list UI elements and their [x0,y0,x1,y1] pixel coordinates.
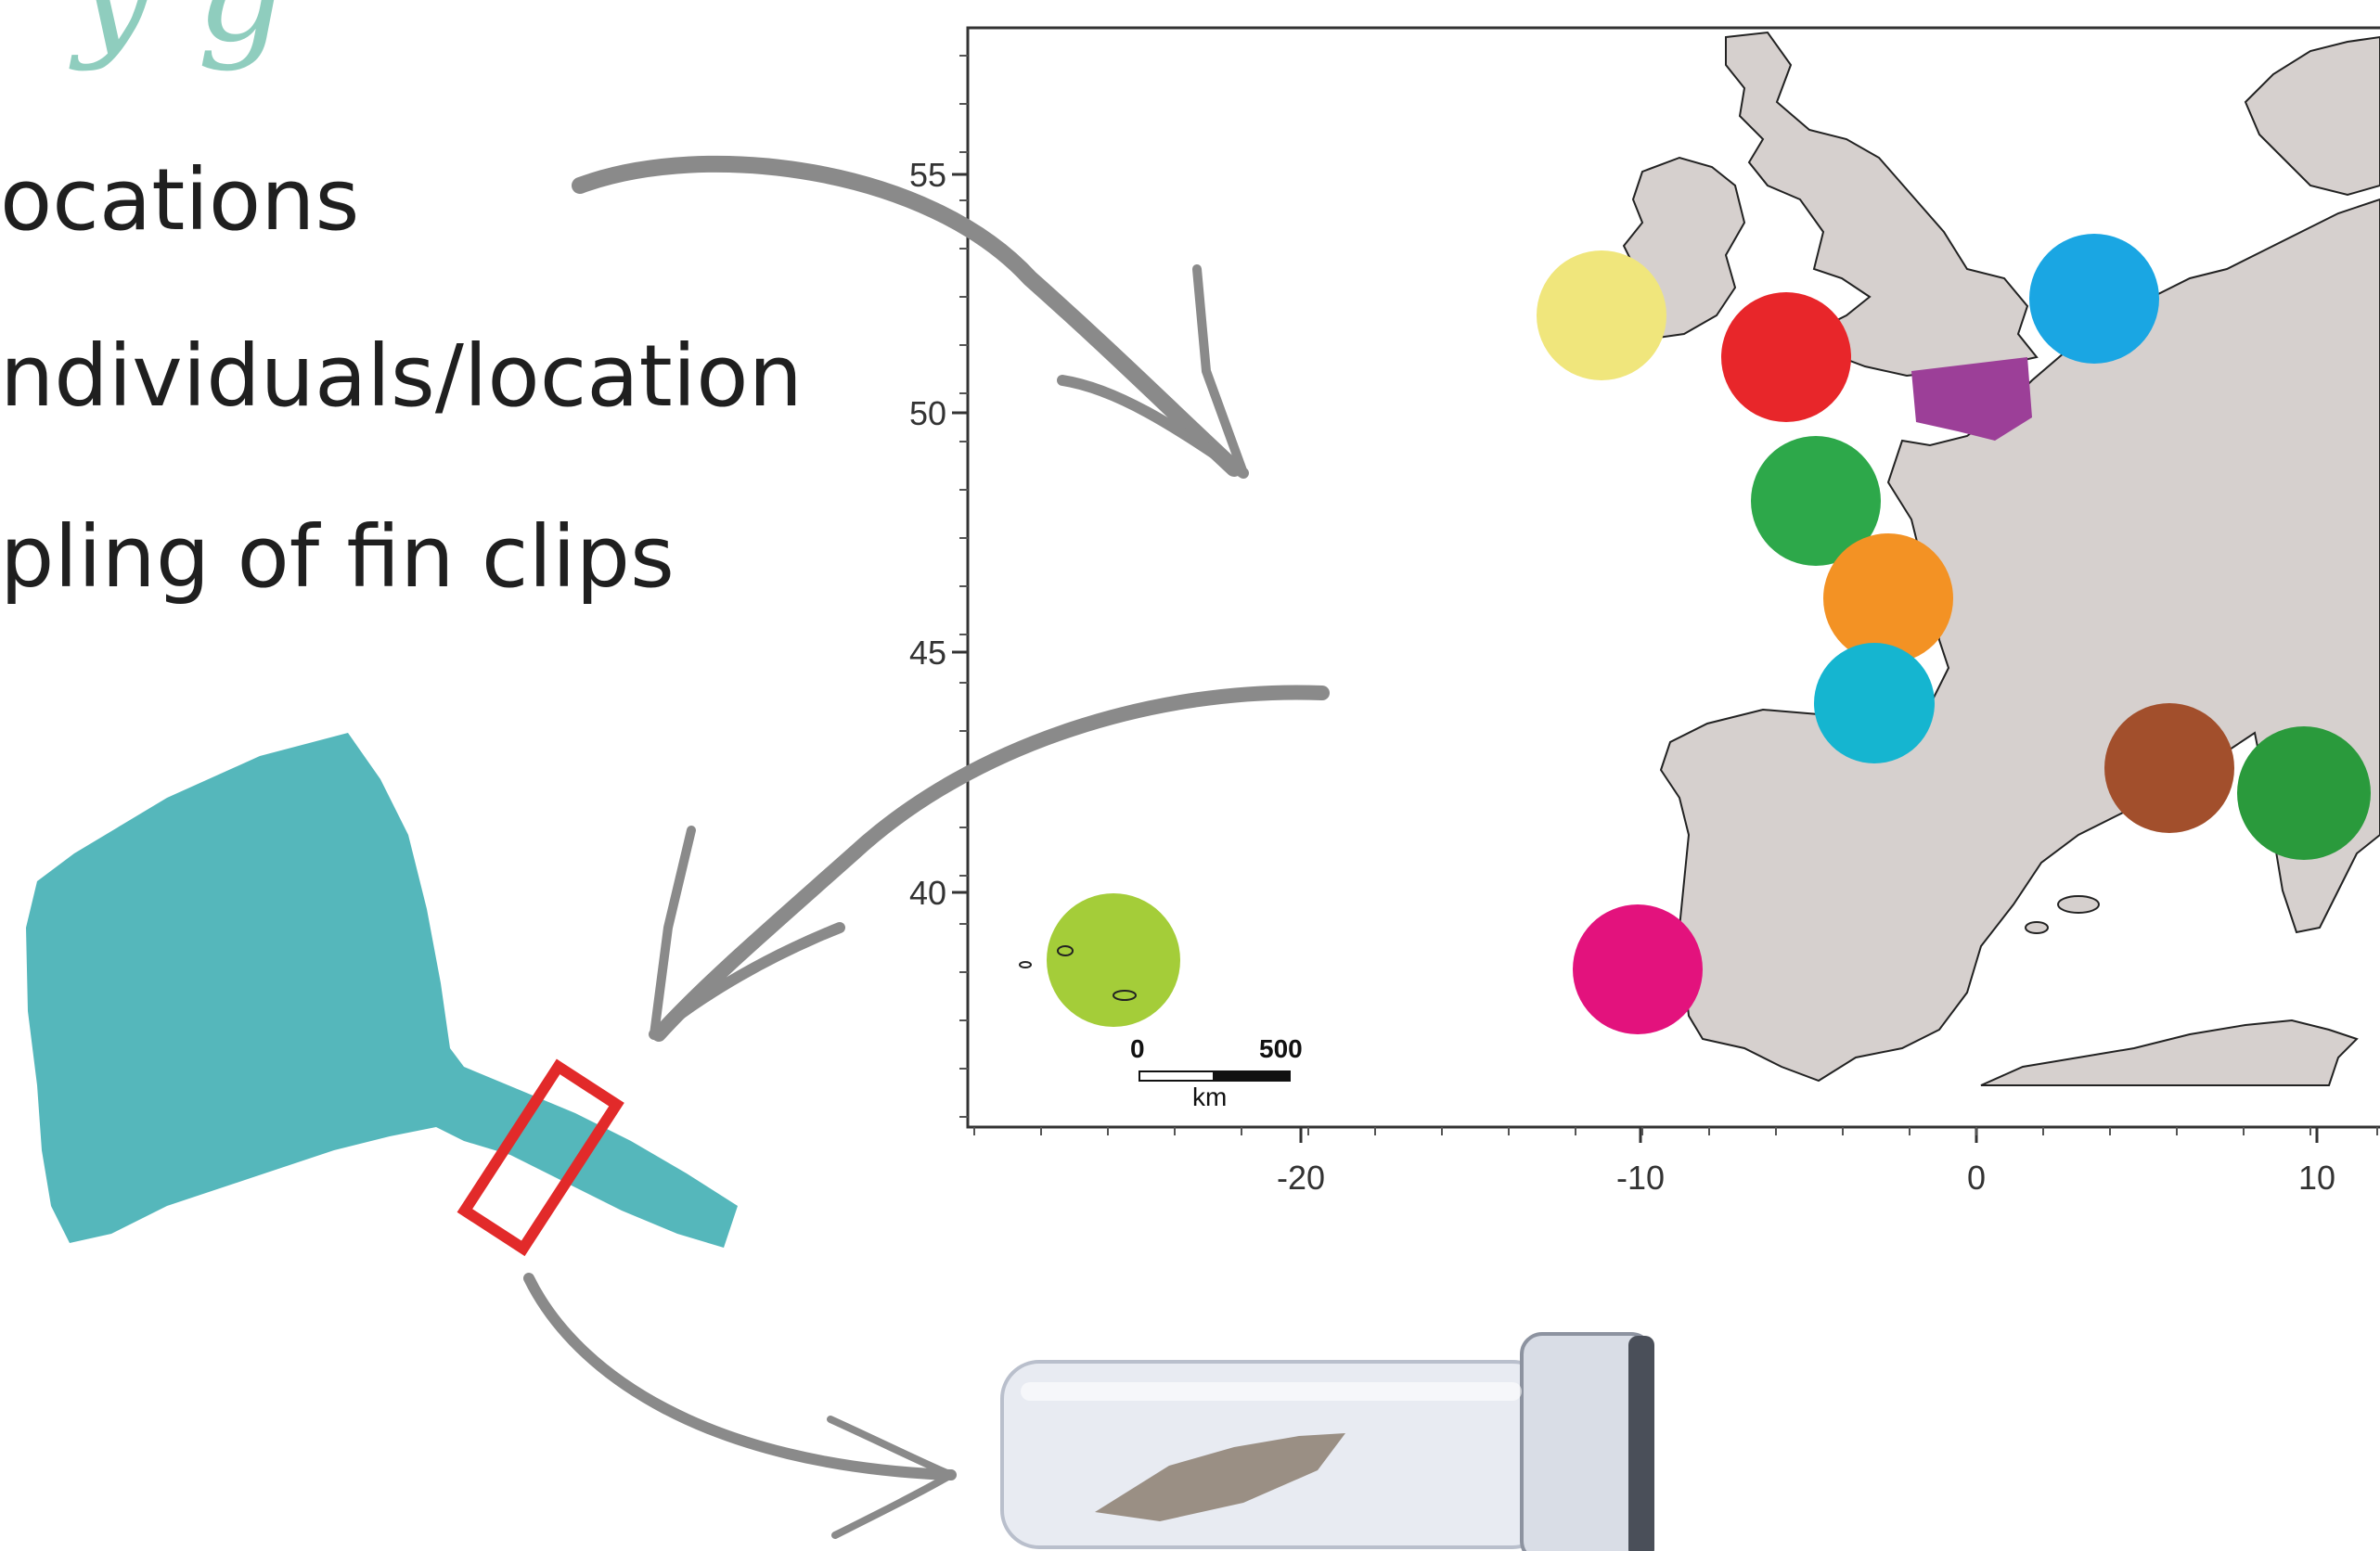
arrow-to-ray [651,685,1330,1042]
land-north-africa [1980,1019,2359,1086]
arrow-to-tube [523,1273,957,1480]
x-tick-label: 0 [1967,1159,1986,1197]
sampling-site [2029,234,2159,364]
land-great-britain [1725,31,2039,378]
land-balearics-2 [2025,921,2049,934]
land-azores-2 [1113,990,1137,1001]
bullet-fin-clip-sampling: pling of fin clips [0,507,675,607]
fin-clip-marker [457,1058,624,1257]
sampling-site [1751,436,1881,566]
arrow-to-map-head-1 [1192,264,1248,478]
land-azores-1 [1057,945,1074,956]
sampling-sites [1047,234,2371,1034]
sampling-map: 0 500 km -20 -10 0 10 55 50 45 40 [909,26,2380,1197]
sampling-site [1814,643,1935,763]
arrow-to-ray-head-2 [649,922,845,1040]
arrows [523,155,1330,1539]
y-tick-label: 55 [909,156,946,194]
sampling-site [1573,904,1703,1034]
sampling-site [2237,726,2371,860]
sampling-site [2104,703,2234,833]
arrow-to-map [572,155,1242,477]
land-balearics [2057,895,2100,914]
scale-end-label: 500 [1259,1034,1303,1063]
x-tick-label: 10 [2298,1159,2335,1197]
y-tick-label: 50 [909,394,946,432]
arrow-to-ray-head-1 [650,826,696,1039]
arrow-to-tube-head-1 [827,1416,955,1479]
scale-unit-label: km [1192,1083,1227,1111]
x-tick-label: -20 [1277,1159,1325,1197]
sampling-site [1911,357,2032,441]
slide-title-fragment: y g [74,0,286,73]
land-azores-3 [1019,961,1032,968]
ray-body-icon [26,733,738,1248]
x-axis: -20 -10 0 10 [973,1127,2378,1197]
bullet-individuals-per-location: ndividuals/location [0,327,803,426]
sampling-site [1823,533,1953,663]
land-scandinavia [2244,35,2380,197]
sampling-site [1721,292,1851,422]
sampling-site [1047,893,1180,1027]
y-axis: 55 50 45 40 [909,55,968,1118]
x-tick-label: -10 [1616,1159,1665,1197]
y-tick-label: 45 [909,634,946,672]
arrow-to-tube-head-2 [831,1471,955,1539]
bullet-locations: ocations [0,150,360,250]
scale-bar: 0 500 km [1130,1034,1303,1111]
ray-illustration [26,733,738,1257]
arrow-to-map-head-2 [1057,375,1249,479]
scale-start-label: 0 [1130,1034,1145,1063]
sample-tube-icon [1000,1332,1654,1551]
sampling-site [1537,250,1666,380]
y-tick-label: 40 [909,874,946,912]
